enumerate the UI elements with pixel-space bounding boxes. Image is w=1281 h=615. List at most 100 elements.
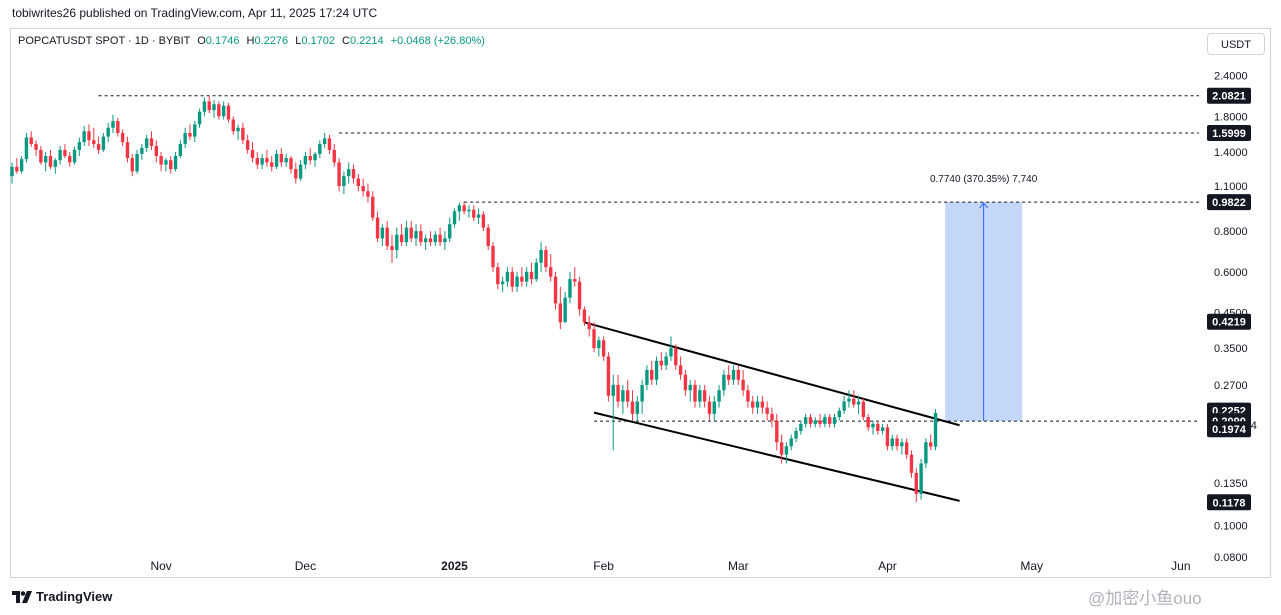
candle-body <box>207 101 211 111</box>
candle-body <box>332 149 336 163</box>
level-tag <box>1207 313 1251 330</box>
candle-body <box>245 140 250 150</box>
candle-body <box>693 384 697 402</box>
time-axis-label: Feb <box>593 559 614 573</box>
candle-body <box>414 231 418 239</box>
candle-body <box>606 356 611 396</box>
price-axis-label: 2.4000 <box>1214 71 1248 83</box>
chart-frame[interactable] <box>10 28 1271 578</box>
candle-body <box>87 131 91 141</box>
candles-group <box>10 95 938 503</box>
candle-body <box>164 160 168 165</box>
candle-body <box>529 271 534 280</box>
candle-body <box>746 390 750 402</box>
candle-body <box>448 224 452 239</box>
candle-body <box>438 234 442 243</box>
candle-body <box>534 262 538 280</box>
candle-body <box>505 271 510 282</box>
candle-body <box>116 121 120 133</box>
footer-brand[interactable]: TradingView <box>12 589 112 604</box>
candle-body <box>111 121 115 128</box>
candle-body <box>327 138 332 150</box>
tradingview-logo-icon <box>12 590 32 603</box>
price-axis-label: 0.1000 <box>1214 520 1248 532</box>
candle-body <box>866 417 870 428</box>
candle-body <box>361 186 365 192</box>
time-axis-label: Nov <box>150 559 171 573</box>
time-axis-label: Mar <box>728 559 749 573</box>
candle-body <box>43 155 48 163</box>
level-tag-label: 1.5999 <box>1212 128 1246 140</box>
price-axis-label: 1.8000 <box>1214 111 1248 123</box>
candle-body <box>712 401 716 414</box>
time-axis-label: Dec <box>295 559 316 573</box>
candle-body <box>15 166 19 172</box>
candle-body <box>10 166 14 177</box>
candle-body <box>53 160 57 167</box>
candle-body <box>669 348 673 357</box>
candle-body <box>356 178 361 187</box>
candle-body <box>856 401 861 405</box>
candle-body <box>688 384 692 391</box>
candle-body <box>524 271 529 282</box>
candle-body <box>226 105 231 120</box>
candle-body <box>303 155 308 165</box>
candle-body <box>423 238 428 243</box>
candle-body <box>799 423 803 431</box>
candle-body <box>284 158 288 163</box>
candle-body <box>549 267 553 277</box>
candle-body <box>92 140 96 145</box>
channel-lower-line <box>593 411 960 502</box>
candle-body <box>751 401 755 408</box>
candle-body <box>390 246 394 251</box>
candle-body <box>500 281 505 285</box>
candle-body <box>337 162 341 187</box>
projection-arrowhead <box>979 202 989 209</box>
candle-body <box>707 401 712 414</box>
level-tag <box>1207 194 1251 211</box>
candle-body <box>322 138 327 145</box>
candle-body <box>173 155 178 170</box>
candle-body <box>587 322 591 330</box>
candle-body <box>775 420 779 443</box>
candle-body <box>371 196 375 218</box>
candle-body <box>674 348 678 366</box>
price-axis-label: 0.8000 <box>1214 226 1248 238</box>
candle-body <box>433 234 437 243</box>
candle-body <box>96 144 101 150</box>
candle-body <box>313 153 317 161</box>
candle-body <box>154 145 158 156</box>
watermark-text: @加密小鱼ouo <box>1088 589 1202 608</box>
candle-body <box>871 423 875 428</box>
candle-body <box>726 374 731 380</box>
candle-body <box>823 417 827 424</box>
candle-body <box>577 281 582 310</box>
level-tag-label: 0.4219 <box>1212 317 1246 329</box>
candle-body <box>837 410 842 418</box>
time-axis-label: Apr <box>878 559 897 573</box>
candle-body <box>274 153 279 167</box>
candle-body <box>553 276 558 304</box>
candle-body <box>130 158 134 172</box>
currency-button[interactable]: USDT <box>1207 33 1265 55</box>
candle-body <box>779 442 784 455</box>
candle-body <box>120 132 125 143</box>
candle-body <box>140 147 144 154</box>
candle-body <box>832 417 837 424</box>
candle-body <box>876 423 880 431</box>
candle-body <box>375 217 380 239</box>
candle-body <box>616 384 620 402</box>
open-value: 0.1746 <box>205 35 240 47</box>
candle-body <box>789 438 793 447</box>
candle-body <box>601 340 606 357</box>
price-axis-label: 0.1350 <box>1214 478 1248 490</box>
candle-body <box>476 214 481 218</box>
candle-body <box>558 303 563 323</box>
candle-body <box>472 209 476 218</box>
candle-body <box>808 417 813 424</box>
candle-body <box>481 214 486 228</box>
candle-body <box>794 430 798 439</box>
price-axis-label: 1.4000 <box>1214 147 1248 159</box>
candle-body <box>308 155 312 161</box>
